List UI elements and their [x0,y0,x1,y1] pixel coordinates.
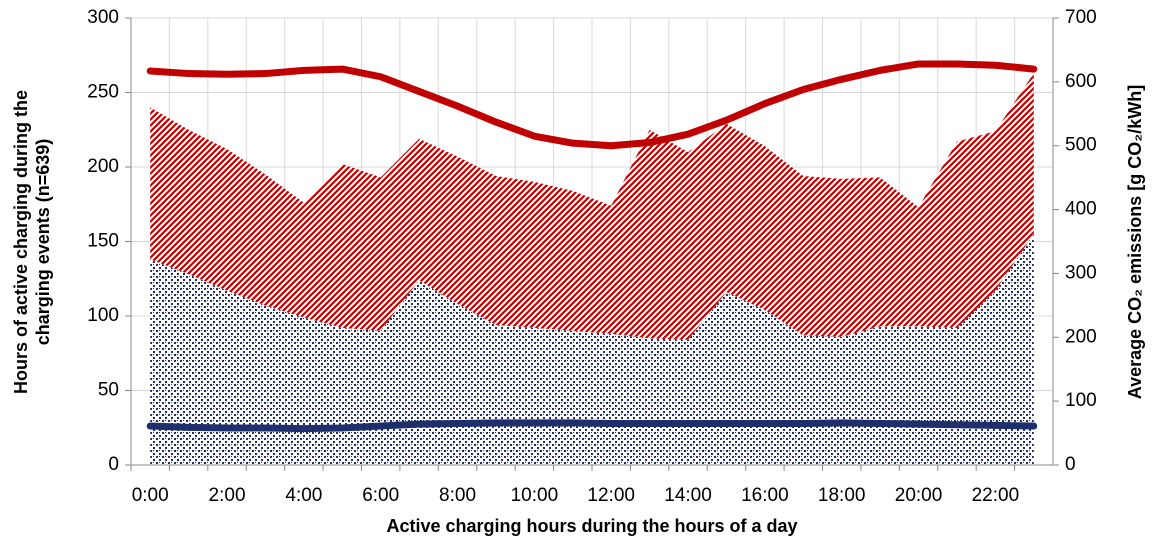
x-tick-label: 6:00 [362,485,399,506]
line [146,419,1038,433]
line [146,60,1038,150]
x-tick-label: 20:00 [895,485,943,506]
area [150,73,1034,340]
y-axis-title: charging events (n=639) [33,139,53,346]
x-tick-label: 12:00 [587,485,635,506]
y-tick-label: 200 [87,156,119,177]
y-tick-label: 50 [98,380,119,401]
x-tick-label: 22:00 [972,485,1020,506]
x-tick-label: 4:00 [285,485,322,506]
y2-tick-label: 400 [1065,199,1097,220]
x-axis-title: Active charging hours during the hours o… [386,516,797,536]
x-tick-label: 8:00 [439,485,476,506]
y-tick-label: 0 [108,454,119,475]
y2-tick-label: 600 [1065,71,1097,92]
y-tick-label: 100 [87,305,119,326]
x-tick-label: 0:00 [132,485,169,506]
y2-tick-label: 500 [1065,135,1097,156]
y-tick-label: 250 [87,82,119,103]
y2-tick-label: 0 [1065,454,1076,475]
y2-tick-label: 100 [1065,390,1097,411]
y2-tick-label: 700 [1065,7,1097,28]
y-tick-label: 150 [87,231,119,252]
x-tick-label: 2:00 [209,485,246,506]
x-tick-label: 16:00 [741,485,789,506]
y2-axis-title: Average CO₂ emissions [g CO₂/kWh] [1125,85,1145,399]
x-tick-label: 14:00 [664,485,712,506]
y2-tick-label: 300 [1065,262,1097,283]
y-tick-label: 300 [87,7,119,28]
area [150,234,1034,465]
x-tick-label: 10:00 [511,485,559,506]
x-tick-label: 18:00 [818,485,866,506]
y2-tick-label: 200 [1065,326,1097,347]
y-axis-title: Hours of active charging during the [11,90,31,394]
